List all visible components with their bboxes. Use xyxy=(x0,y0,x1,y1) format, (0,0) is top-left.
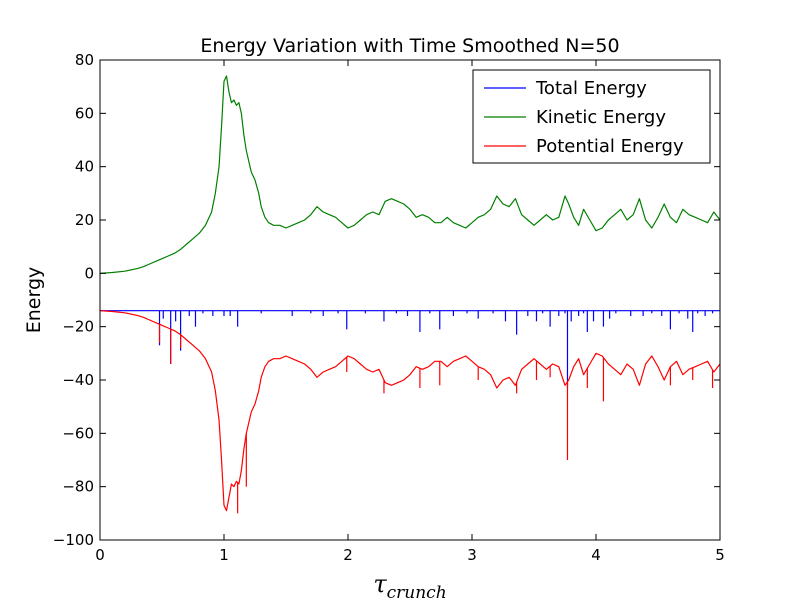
x-tick-label: 4 xyxy=(591,546,601,564)
y-tick-label: −20 xyxy=(62,318,94,336)
potential-energy-line xyxy=(99,310,721,512)
legend-label-total-energy: Total Energy xyxy=(535,78,647,99)
y-axis-label: Energy xyxy=(23,267,45,334)
total-energy-series xyxy=(100,310,720,388)
legend-label-kinetic-energy: Kinetic Energy xyxy=(536,107,666,128)
legend-entries: Total Energy Kinetic Energy Potential Ener… xyxy=(484,78,684,157)
y-tick-label: 0 xyxy=(84,264,94,282)
y-tick-label: −100 xyxy=(53,531,94,549)
y-tick-label: 80 xyxy=(75,51,94,69)
y-tick-label: 60 xyxy=(75,104,94,122)
x-tick-label: 3 xyxy=(467,546,477,564)
x-tick-label: 5 xyxy=(715,546,725,564)
potential-energy-series xyxy=(99,310,721,514)
legend-label-potential-energy: Potential Energy xyxy=(536,136,684,157)
plot-frame xyxy=(99,59,721,541)
x-axis-label: τcrunch xyxy=(373,570,446,600)
ticks-layer: 0 1 2 3 4 5 −100 −80 −60 −40 −20 0 20 40 60 80 xyxy=(53,51,725,564)
x-axis-label-main: τ xyxy=(373,570,387,598)
chart-title: Energy Variation with Time Smoothed N=50 xyxy=(200,35,619,57)
legend: Total Energy Kinetic Energy Potential Ener… xyxy=(472,69,711,164)
x-tick-label: 0 xyxy=(95,546,105,564)
y-tick-label: −40 xyxy=(62,371,94,389)
kinetic-energy-series xyxy=(99,75,721,274)
y-tick-label: −80 xyxy=(62,478,94,496)
x-tick-label: 1 xyxy=(219,546,229,564)
series-layer xyxy=(99,75,721,514)
x-tick-label: 2 xyxy=(343,546,353,564)
y-tick-label: −60 xyxy=(62,424,94,442)
y-tick-label: 20 xyxy=(75,211,94,229)
y-tick-label: 40 xyxy=(75,158,94,176)
x-axis-label-subscript: crunch xyxy=(387,583,447,600)
kinetic-energy-line xyxy=(99,75,721,274)
